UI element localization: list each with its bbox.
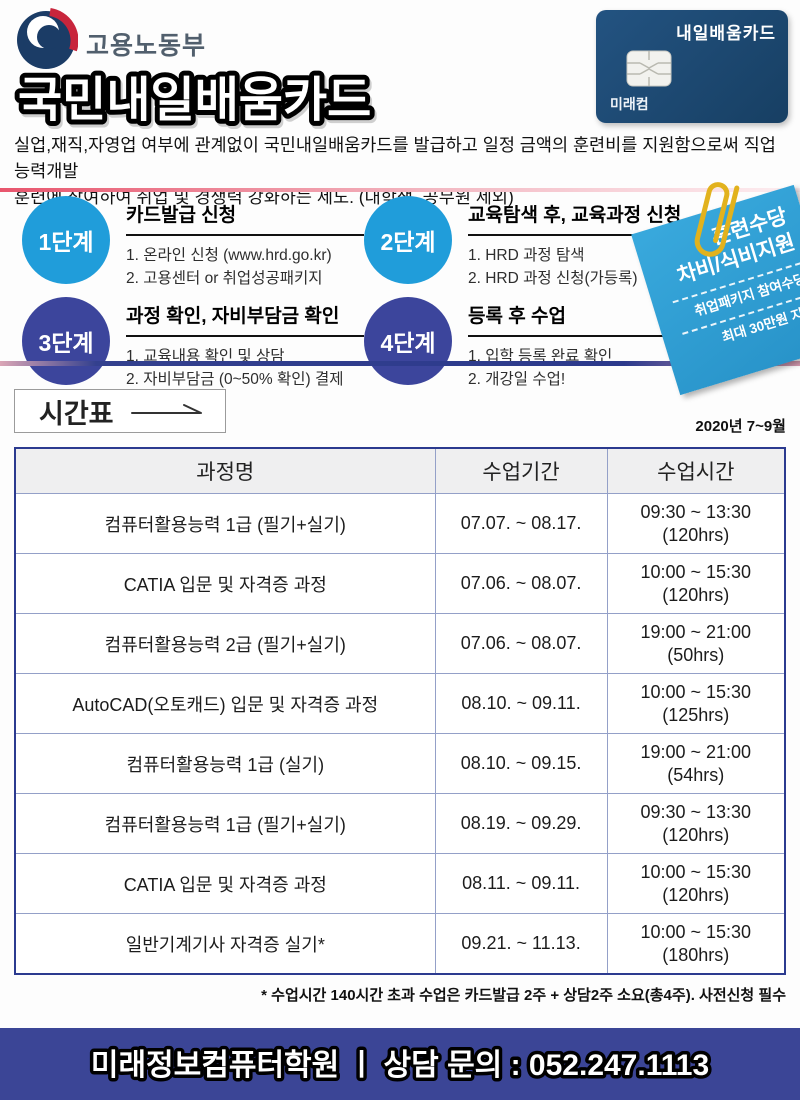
step-4-badge: 4단계 (364, 296, 452, 385)
step-3-item-2: 2. 자비부담금 (0~50% 확인) 결제 (126, 370, 344, 388)
step-4-title: 등록 후 수업 (468, 301, 736, 337)
step-4-body: 등록 후 수업 1. 입학 등록 완료 확인 2. 개강일 수업! (468, 297, 736, 392)
time-hours: (120hrs) (662, 584, 730, 605)
step-1-title: 카드발급 신청 (126, 200, 364, 236)
step-2-item-1: 1. HRD 과정 탐색 (468, 247, 585, 264)
course-time: 10:00 ~ 15:30 (120hrs) (606, 553, 784, 613)
course-time: 10:00 ~ 15:30 (180hrs) (606, 913, 784, 973)
step-3-title: 과정 확인, 자비부담금 확인 (126, 301, 364, 337)
footer-bar: 미래정보컴퓨터학원 ㅣ 상담 문의 : 052.247.1113 (0, 1028, 800, 1100)
table-row: 컴퓨터활용능력 1급 (필기+실기) 08.19. ~ 09.29. 09:30… (16, 793, 784, 853)
step-1-body: 카드발급 신청 1. 온라인 신청 (www.hrd.go.kr) 2. 고용센… (126, 196, 364, 291)
pink-divider (0, 188, 800, 192)
ministry-name: 고용노동부 (86, 32, 207, 60)
course-dates: 08.10. ~ 09.15. (434, 733, 607, 793)
course-time: 09:30 ~ 13:30 (120hrs) (606, 493, 784, 553)
col-header-dates: 수업기간 (434, 449, 607, 493)
table-row: 일반기계기사 자격증 실기* 09.21. ~ 11.13. 10:00 ~ 1… (16, 913, 784, 973)
schedule-table: 과정명 수업기간 수업시간 컴퓨터활용능력 1급 (필기+실기) 07.07. … (14, 447, 786, 975)
course-name: AutoCAD(오토캐드) 입문 및 자격증 과정 (16, 673, 435, 733)
time-range: 10:00 ~ 15:30 (640, 862, 752, 882)
main-title: 국민내일배움카드 (14, 69, 376, 132)
description-line1: 실업,재직,자영업 여부에 관계없이 국민내일배움카드를 발급하고 일정 금액의… (14, 135, 776, 181)
table-row: 컴퓨터활용능력 2급 (필기+실기) 07.06. ~ 08.07. 19:00… (16, 613, 784, 673)
step-3: 3단계 과정 확인, 자비부담금 확인 1. 교육내용 확인 및 상담 2. 자… (22, 296, 364, 392)
time-range: 10:00 ~ 15:30 (640, 562, 752, 582)
timetable-heading-box: 시간표 (14, 389, 226, 433)
schedule-period: 2020년 7~9월 (695, 418, 786, 435)
course-time: 19:00 ~ 21:00 (50hrs) (606, 613, 784, 673)
time-range: 19:00 ~ 21:00 (640, 622, 752, 642)
card-issuer: 미래컴 (610, 96, 649, 112)
footer-text: 미래정보컴퓨터학원 ㅣ 상담 문의 : 052.247.1113 (91, 1049, 709, 1082)
steps-section: 1단계 카드발급 신청 1. 온라인 신청 (www.hrd.go.kr) 2.… (22, 196, 742, 391)
step-1-item-1: 1. 온라인 신청 (www.hrd.go.kr) (126, 247, 332, 264)
right-arrow-icon (130, 404, 202, 414)
time-hours: (120hrs) (662, 884, 730, 905)
course-dates: 07.06. ~ 08.07. (434, 553, 607, 613)
step-1: 1단계 카드발급 신청 1. 온라인 신청 (www.hrd.go.kr) 2.… (22, 196, 364, 291)
course-time: 10:00 ~ 15:30 (120hrs) (606, 853, 784, 913)
step-3-badge: 3단계 (22, 296, 110, 385)
step-2-body: 교육탐색 후, 교육과정 신청 1. HRD 과정 탐색 2. HRD 과정 신… (468, 196, 736, 291)
time-hours: (54hrs) (667, 764, 725, 785)
course-time: 19:00 ~ 21:00 (54hrs) (606, 733, 784, 793)
course-name: CATIA 입문 및 자격증 과정 (16, 553, 435, 613)
step-2-badge: 2단계 (364, 196, 452, 284)
course-name: 컴퓨터활용능력 1급 (실기) (16, 733, 435, 793)
time-hours: (120hrs) (662, 824, 730, 845)
course-time: 10:00 ~ 15:30 (125hrs) (606, 673, 784, 733)
time-hours: (50hrs) (667, 644, 725, 665)
time-range: 09:30 ~ 13:30 (640, 502, 752, 522)
time-range: 10:00 ~ 15:30 (640, 922, 752, 942)
course-dates: 08.10. ~ 09.11. (434, 673, 607, 733)
step-2: 2단계 교육탐색 후, 교육과정 신청 1. HRD 과정 탐색 2. HRD … (364, 196, 742, 291)
course-dates: 08.11. ~ 09.11. (434, 853, 607, 913)
table-row: 컴퓨터활용능력 1급 (필기+실기) 07.07. ~ 08.17. 09:30… (16, 493, 784, 553)
course-dates: 07.07. ~ 08.17. (434, 493, 607, 553)
main-title-text: 국민내일배움카드 (18, 74, 371, 127)
table-header-row: 과정명 수업기간 수업시간 (16, 449, 784, 493)
table-row: AutoCAD(오토캐드) 입문 및 자격증 과정 08.10. ~ 09.11… (16, 673, 784, 733)
course-dates: 08.19. ~ 09.29. (434, 793, 607, 853)
course-name: 컴퓨터활용능력 1급 (필기+실기) (16, 493, 435, 553)
table-row: 컴퓨터활용능력 1급 (실기) 08.10. ~ 09.15. 19:00 ~ … (16, 733, 784, 793)
course-name: 일반기계기사 자격증 실기* (16, 913, 435, 973)
timetable-label: 시간표 (39, 398, 114, 429)
paperclip-icon (694, 182, 740, 257)
step-2-item-2: 2. HRD 과정 신청(가등록) (468, 270, 638, 288)
step-3-item-1: 1. 교육내용 확인 및 상담 (126, 347, 285, 365)
course-dates: 09.21. ~ 11.13. (434, 913, 607, 973)
time-hours: (120hrs) (662, 524, 730, 545)
time-range: 10:00 ~ 15:30 (640, 682, 752, 702)
card-chip-icon (626, 50, 672, 87)
table-row: CATIA 입문 및 자격증 과정 08.11. ~ 09.11. 10:00 … (16, 853, 784, 913)
step-1-item-2: 2. 고용센터 or 취업성공패키지 (126, 270, 323, 288)
table-row: CATIA 입문 및 자격증 과정 07.06. ~ 08.07. 10:00 … (16, 553, 784, 613)
time-range: 19:00 ~ 21:00 (640, 742, 752, 762)
moel-logo-icon (17, 8, 78, 69)
step-2-title: 교육탐색 후, 교육과정 신청 (468, 200, 736, 236)
course-dates: 07.06. ~ 08.07. (434, 613, 607, 673)
col-header-course: 과정명 (16, 449, 435, 493)
course-name: 컴퓨터활용능력 2급 (필기+실기) (16, 613, 435, 673)
footer-text-svg: 미래정보컴퓨터학원 ㅣ 상담 문의 : 052.247.1113 (87, 1046, 712, 1086)
col-header-time: 수업시간 (606, 449, 784, 493)
course-name: CATIA 입문 및 자격증 과정 (16, 853, 435, 913)
time-range: 09:30 ~ 13:30 (640, 802, 752, 822)
step-3-body: 과정 확인, 자비부담금 확인 1. 교육내용 확인 및 상담 2. 자비부담금… (126, 297, 364, 392)
step-4: 4단계 등록 후 수업 1. 입학 등록 완료 확인 2. 개강일 수업! (364, 296, 742, 392)
step-4-item-2: 2. 개강일 수업! (468, 370, 566, 388)
gradient-divider (0, 361, 800, 366)
course-name: 컴퓨터활용능력 1급 (필기+실기) (16, 793, 435, 853)
time-hours: (180hrs) (662, 944, 730, 965)
step-4-item-1: 1. 입학 등록 완료 확인 (468, 347, 613, 365)
course-time: 09:30 ~ 13:30 (120hrs) (606, 793, 784, 853)
step-1-badge: 1단계 (22, 196, 110, 284)
schedule-footnote: * 수업시간 140시간 초과 수업은 카드발급 2주 + 상담2주 소요(총4… (261, 987, 786, 1004)
card-label: 내일배움카드 (676, 24, 776, 43)
naeil-card-image: 내일배움카드 미래컴 (596, 10, 788, 123)
time-hours: (125hrs) (662, 704, 730, 725)
